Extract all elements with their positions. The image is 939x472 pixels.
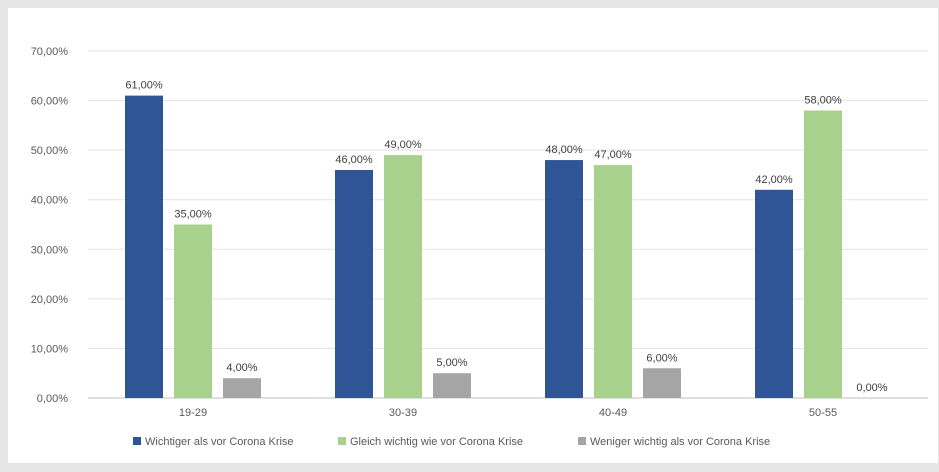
y-tick-label: 10,00%	[31, 343, 69, 355]
bar	[643, 368, 681, 398]
data-label: 48,00%	[545, 144, 583, 156]
data-label: 5,00%	[436, 357, 467, 369]
data-label: 6,00%	[646, 352, 677, 364]
data-label: 47,00%	[594, 149, 632, 161]
y-tick-label: 50,00%	[31, 145, 69, 157]
legend-label: Wichtiger als vor Corona Krise	[145, 436, 294, 448]
data-label: 58,00%	[804, 94, 842, 106]
bar	[594, 165, 632, 398]
legend-swatch	[338, 437, 346, 445]
y-tick-label: 60,00%	[31, 96, 69, 108]
chart-card: 0,00% 10,00% 20,00% 30,00% 40,00% 50,00% 60,00…	[8, 8, 938, 463]
data-label: 35,00%	[174, 209, 212, 221]
data-label: 46,00%	[335, 154, 373, 166]
bar	[755, 189, 793, 398]
x-tick-label: 30-39	[389, 407, 417, 419]
data-label: 4,00%	[226, 362, 257, 374]
data-label: 42,00%	[755, 174, 793, 186]
bar	[335, 169, 373, 398]
bar	[384, 155, 422, 398]
data-label: 49,00%	[384, 139, 422, 151]
y-tick-label: 30,00%	[31, 244, 69, 256]
legend-label: Weniger wichtig als vor Corona Krise	[590, 436, 770, 448]
y-tick-label: 0,00%	[37, 393, 68, 405]
legend-swatch	[578, 437, 586, 445]
y-tick-label: 20,00%	[31, 294, 69, 306]
data-label: 61,00%	[125, 80, 163, 92]
bar	[545, 160, 583, 398]
y-tick-label: 70,00%	[31, 46, 69, 58]
bar	[223, 378, 261, 398]
x-tick-label: 50-55	[809, 407, 837, 419]
bar	[125, 95, 163, 398]
legend-swatch	[133, 437, 141, 445]
legend-label: Gleich wichtig wie vor Corona Krise	[350, 436, 523, 448]
x-tick-label: 40-49	[599, 407, 627, 419]
bar	[804, 110, 842, 398]
bar	[433, 373, 471, 398]
bar	[174, 224, 212, 398]
x-tick-label: 19-29	[179, 407, 207, 419]
bar-chart: 0,00% 10,00% 20,00% 30,00% 40,00% 50,00% 60,00…	[31, 46, 928, 448]
data-label: 0,00%	[856, 382, 887, 394]
y-tick-label: 40,00%	[31, 195, 69, 207]
